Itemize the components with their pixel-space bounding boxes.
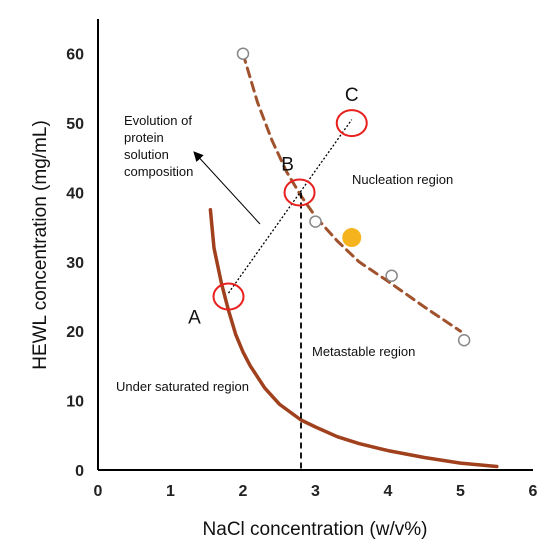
point-b-circle: [283, 178, 316, 207]
composition-trajectory-line: [227, 119, 353, 294]
y-tick-label: 30: [66, 255, 84, 272]
metastable-region-label: Metastable region: [312, 344, 415, 359]
solubility-curve: [208, 208, 499, 469]
open-data-marker: [236, 47, 250, 60]
x-tick-label: 0: [94, 483, 103, 500]
y-tick-labels: 0 10 20 30 40 50 60: [66, 47, 84, 480]
x-tick-label: 4: [384, 483, 393, 500]
marker-layer: [236, 47, 471, 347]
y-tick-label: 60: [66, 47, 84, 64]
guides-layer: [227, 119, 353, 470]
filled-data-marker: [342, 228, 362, 248]
x-tick-label: 2: [239, 483, 248, 500]
series-layer: [208, 52, 499, 469]
y-tick-label: 50: [66, 116, 84, 133]
evolution-line-4: composition: [124, 164, 193, 179]
y-tick-label: 0: [75, 463, 84, 480]
evolution-line-2: protein: [124, 130, 164, 145]
evolution-line-3: solution: [124, 147, 169, 162]
x-axis-title: NaCl concentration (w/v%): [203, 519, 428, 540]
x-tick-label: 5: [456, 483, 465, 500]
highlight-points: A B C: [188, 85, 368, 329]
evolution-line-1: Evolution of: [124, 113, 192, 128]
x-tick-label: 6: [529, 483, 538, 500]
x-tick-labels: 0 1 2 3 4 5 6: [94, 483, 538, 500]
evolution-arrow: [193, 151, 261, 225]
evolution-annotation: Evolution of protein solution compositio…: [124, 113, 196, 179]
point-c-label: C: [345, 85, 359, 106]
open-data-marker: [385, 269, 398, 282]
point-a-label: A: [188, 308, 201, 329]
x-tick-label: 1: [166, 483, 175, 500]
y-axis-title: HEWL concentration (mg/mL): [30, 120, 51, 370]
point-c-circle: [335, 109, 368, 138]
point-a-circle: [212, 282, 245, 311]
nucleation-region-label: Nucleation region: [352, 172, 453, 187]
point-b-label: B: [281, 154, 294, 175]
y-tick-label: 10: [66, 394, 84, 411]
x-tick-label: 3: [311, 483, 320, 500]
open-data-marker: [457, 334, 471, 347]
undersaturated-region-label: Under saturated region: [116, 379, 249, 394]
y-tick-label: 40: [66, 185, 84, 202]
y-tick-label: 20: [66, 324, 84, 341]
open-data-marker: [309, 215, 322, 228]
axes: [97, 19, 533, 471]
